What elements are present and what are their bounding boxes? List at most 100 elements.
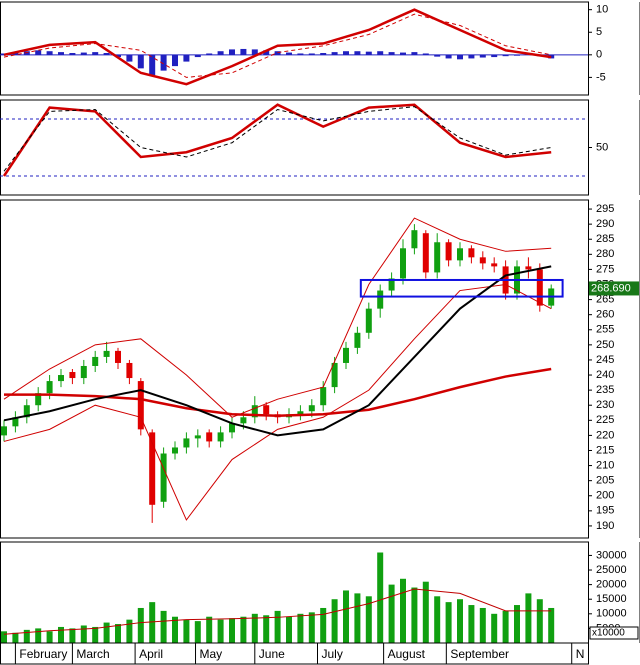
- y-tick-label: 250: [596, 339, 614, 351]
- bar: [343, 590, 349, 643]
- bar: [308, 612, 315, 643]
- bar: [92, 52, 99, 55]
- bar: [58, 52, 64, 55]
- panel-frame: [0, 199, 589, 539]
- bar: [115, 624, 121, 643]
- candle-body: [377, 290, 384, 309]
- candle-body: [320, 387, 327, 406]
- candle-body: [365, 308, 372, 333]
- bar: [183, 54, 190, 62]
- bar: [365, 596, 372, 643]
- x-tick-label: N: [576, 647, 585, 661]
- candle-body: [354, 332, 361, 348]
- bar: [80, 52, 87, 55]
- candle-body: [194, 435, 201, 439]
- bar: [297, 613, 304, 643]
- bar: [377, 552, 384, 643]
- y-tick-label: 230: [596, 399, 614, 411]
- candle-body: [172, 447, 178, 454]
- bar: [92, 626, 99, 643]
- indicator-line: [3, 13, 552, 78]
- candle-body: [229, 423, 235, 433]
- bar: [263, 615, 270, 643]
- candle-body: [92, 356, 99, 366]
- bar: [172, 54, 178, 67]
- bar: [217, 619, 224, 643]
- bar: [445, 54, 452, 59]
- bar: [354, 51, 361, 55]
- candle-body: [263, 405, 270, 415]
- x-tick-label: February: [19, 647, 67, 661]
- bar: [194, 621, 201, 643]
- indicator-line: [2, 103, 552, 177]
- bar: [377, 51, 384, 55]
- bar: [194, 54, 201, 58]
- y-tick-label: 295: [596, 203, 614, 215]
- x-tick-label: July: [322, 647, 343, 661]
- x-tick-label: August: [388, 647, 426, 661]
- y-tick-label: 200: [596, 490, 614, 502]
- bar: [457, 54, 463, 60]
- bar: [23, 629, 30, 643]
- bar: [320, 607, 327, 643]
- candle-body: [23, 405, 30, 418]
- bar: [149, 54, 156, 76]
- candle-body: [240, 417, 247, 424]
- candle-body: [183, 438, 190, 448]
- bar: [331, 52, 338, 55]
- candle-body: [331, 362, 338, 388]
- bar: [400, 52, 406, 55]
- bar: [240, 48, 247, 55]
- y-tick-label: 225: [596, 414, 614, 426]
- indicator-line: [3, 217, 552, 418]
- bar: [69, 53, 76, 55]
- bar: [286, 616, 292, 643]
- bar: [491, 54, 498, 58]
- bar: [468, 605, 475, 643]
- highlight-box: [359, 278, 564, 298]
- y-tick-label: 10000: [596, 608, 627, 620]
- bar: [411, 52, 418, 55]
- candle-body: [251, 405, 258, 418]
- bar: [502, 54, 509, 57]
- y-tick-label: 245: [596, 354, 614, 366]
- indicator-line: [4, 367, 552, 418]
- bar: [297, 53, 304, 55]
- indicator-line: [3, 283, 552, 521]
- bar: [354, 593, 361, 643]
- indicator-line: [3, 588, 552, 635]
- bar: [46, 631, 53, 643]
- bar: [172, 616, 178, 643]
- candle-body: [160, 453, 167, 502]
- x-tick-label: June: [259, 647, 285, 661]
- candle-body: [434, 242, 441, 273]
- candle-body: [457, 248, 463, 261]
- bar: [229, 618, 235, 643]
- candle-body: [536, 269, 543, 306]
- y-tick-label: 255: [596, 324, 614, 336]
- y-tick-label: 10: [596, 4, 608, 16]
- candle-body: [69, 372, 76, 379]
- candle-body: [525, 266, 532, 270]
- bar: [115, 54, 121, 58]
- bar: [217, 51, 224, 55]
- x-tick-label: April: [139, 647, 163, 661]
- candle-body: [80, 365, 87, 379]
- x-axis-frame: [0, 642, 589, 665]
- bar: [183, 619, 190, 643]
- bar: [35, 628, 42, 643]
- bar: [286, 52, 292, 55]
- bar: [388, 52, 395, 55]
- candle-body: [297, 411, 304, 415]
- candle-body: [445, 242, 452, 261]
- bar: [206, 53, 213, 55]
- y-tick-label: 275: [596, 263, 614, 275]
- bar: [126, 54, 133, 62]
- x-tick-label: March: [76, 647, 109, 661]
- bar: [388, 584, 395, 643]
- bar: [251, 49, 258, 55]
- indicator-line: [3, 8, 552, 86]
- bar: [445, 602, 452, 643]
- y-tick-label: 220: [596, 429, 614, 441]
